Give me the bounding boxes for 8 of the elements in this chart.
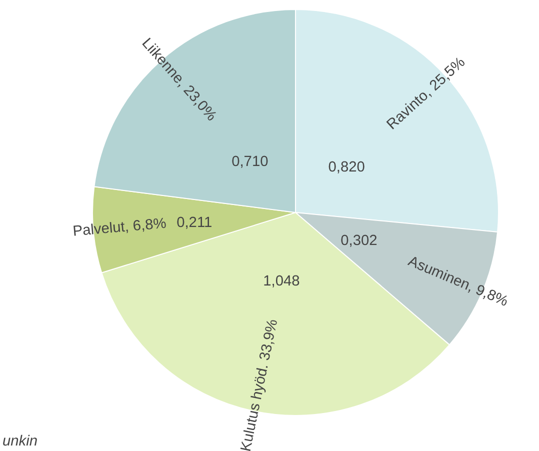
text: unkin xyxy=(2,434,38,450)
data-label: 0,710 xyxy=(232,154,268,170)
slice-label: Kulutus hyöd. 33,9% xyxy=(238,318,282,451)
data-label: 0,211 xyxy=(176,214,212,231)
slice-label: Palvelut, 6,8% xyxy=(72,216,167,240)
data-label: 1,048 xyxy=(263,274,300,290)
data-label: 0,820 xyxy=(328,160,365,176)
data-label: 0,302 xyxy=(340,233,378,250)
